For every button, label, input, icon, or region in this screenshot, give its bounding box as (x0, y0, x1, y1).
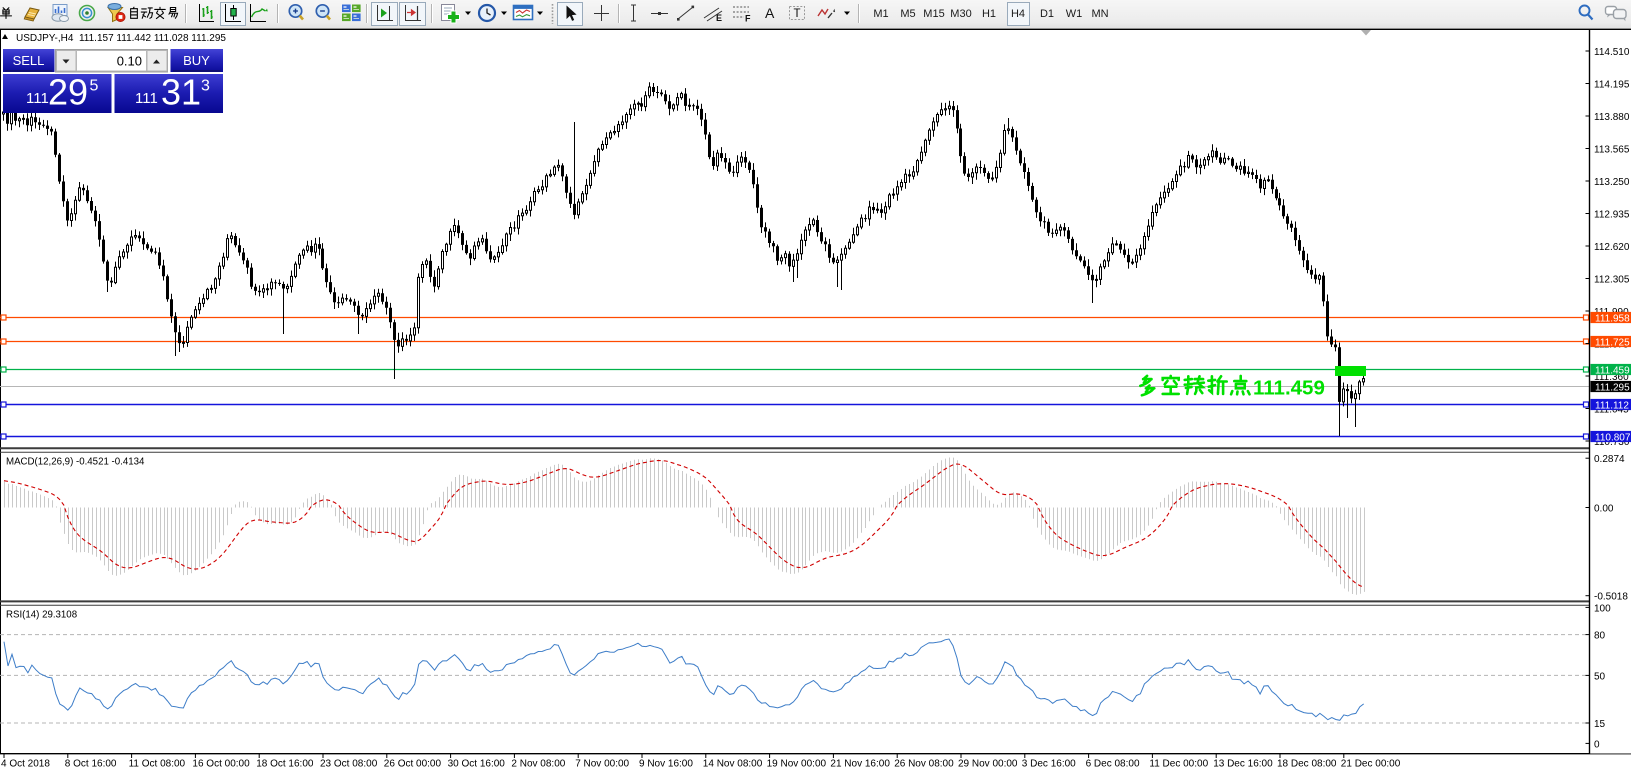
svg-text:2 Nov 08:00: 2 Nov 08:00 (511, 759, 565, 770)
svg-text:111.112: 111.112 (1595, 400, 1629, 411)
svg-text:RSI(14) 29.3108: RSI(14) 29.3108 (6, 610, 77, 621)
svg-text:111.295: 111.295 (1595, 382, 1630, 393)
svg-text:14 Nov 08:00: 14 Nov 08:00 (703, 759, 763, 770)
svg-text:MN: MN (1091, 8, 1108, 20)
svg-text:111: 111 (26, 90, 49, 107)
svg-text:114.510: 114.510 (1594, 47, 1630, 58)
svg-text:50: 50 (1594, 671, 1606, 682)
svg-text:111.725: 111.725 (1595, 337, 1630, 348)
svg-text:30 Oct 16:00: 30 Oct 16:00 (448, 759, 506, 770)
svg-text:26 Oct 00:00: 26 Oct 00:00 (384, 759, 442, 770)
svg-text:M5: M5 (900, 8, 915, 20)
svg-text:F: F (745, 14, 751, 24)
svg-text:0.10: 0.10 (117, 54, 142, 69)
svg-text:-0.5018: -0.5018 (1594, 592, 1628, 603)
svg-text:23 Oct 08:00: 23 Oct 08:00 (320, 759, 378, 770)
svg-text:11 Oct 08:00: 11 Oct 08:00 (129, 759, 186, 770)
svg-text:7 Nov 00:00: 7 Nov 00:00 (575, 759, 629, 770)
svg-text:111: 111 (135, 90, 158, 107)
svg-text:3: 3 (201, 78, 210, 95)
svg-text:21 Dec 00:00: 21 Dec 00:00 (1341, 759, 1401, 770)
svg-text:29 Nov 00:00: 29 Nov 00:00 (958, 759, 1018, 770)
svg-text:111.459: 111.459 (1595, 365, 1630, 376)
svg-text:SELL: SELL (13, 53, 45, 68)
svg-text:16 Oct 00:00: 16 Oct 00:00 (192, 759, 250, 770)
svg-text:USDJPY-,H4 111.157 111.442 11: USDJPY-,H4 111.157 111.442 111.028 111.2… (16, 33, 226, 44)
svg-text:MACD(12,26,9) -0.4521 -0.4134: MACD(12,26,9) -0.4521 -0.4134 (6, 457, 145, 468)
svg-text:111.459: 111.459 (1253, 377, 1325, 400)
svg-text:3 Dec 16:00: 3 Dec 16:00 (1022, 759, 1076, 770)
svg-text:H1: H1 (982, 8, 996, 20)
svg-text:114.195: 114.195 (1594, 80, 1630, 91)
svg-text:18 Oct 16:00: 18 Oct 16:00 (256, 759, 314, 770)
svg-text:18 Dec 08:00: 18 Dec 08:00 (1277, 759, 1337, 770)
svg-text:111.958: 111.958 (1595, 313, 1630, 324)
svg-text:100: 100 (1594, 603, 1611, 614)
svg-text:6 Dec 08:00: 6 Dec 08:00 (1086, 759, 1140, 770)
svg-text:11 Dec 00:00: 11 Dec 00:00 (1149, 759, 1208, 770)
svg-text:29: 29 (48, 72, 88, 113)
svg-text:26 Nov 08:00: 26 Nov 08:00 (894, 759, 954, 770)
svg-text:4 Oct 2018: 4 Oct 2018 (1, 759, 50, 770)
svg-text:M30: M30 (950, 8, 971, 20)
svg-text:19 Nov 00:00: 19 Nov 00:00 (767, 759, 827, 770)
svg-text:8 Oct 16:00: 8 Oct 16:00 (65, 759, 117, 770)
svg-text:80: 80 (1594, 631, 1606, 642)
svg-text:31: 31 (161, 72, 201, 113)
svg-text:113.880: 113.880 (1594, 112, 1630, 123)
svg-text:0.00: 0.00 (1594, 504, 1614, 515)
svg-text:13 Dec 16:00: 13 Dec 16:00 (1213, 759, 1273, 770)
svg-text:21 Nov 16:00: 21 Nov 16:00 (830, 759, 890, 770)
svg-text:H4: H4 (1011, 8, 1025, 20)
svg-text:112.935: 112.935 (1594, 210, 1630, 221)
svg-text:D1: D1 (1040, 8, 1054, 20)
svg-text:W1: W1 (1066, 8, 1083, 20)
svg-text:110.807: 110.807 (1595, 432, 1631, 443)
svg-text:112.305: 112.305 (1594, 275, 1630, 286)
svg-text:M1: M1 (873, 8, 888, 20)
svg-text:BUY: BUY (183, 53, 210, 68)
svg-text:A: A (765, 5, 775, 21)
svg-text:M15: M15 (923, 8, 944, 20)
svg-text:15: 15 (1594, 719, 1606, 730)
svg-text:113.565: 113.565 (1594, 145, 1630, 156)
svg-text:0.2874: 0.2874 (1594, 454, 1625, 465)
svg-text:5: 5 (90, 78, 99, 95)
svg-text:0: 0 (1594, 739, 1600, 750)
svg-text:9 Nov 16:00: 9 Nov 16:00 (639, 759, 693, 770)
svg-text:E: E (716, 13, 722, 23)
svg-text:112.620: 112.620 (1594, 242, 1630, 253)
svg-text:T: T (794, 8, 801, 20)
svg-text:113.250: 113.250 (1594, 177, 1630, 188)
